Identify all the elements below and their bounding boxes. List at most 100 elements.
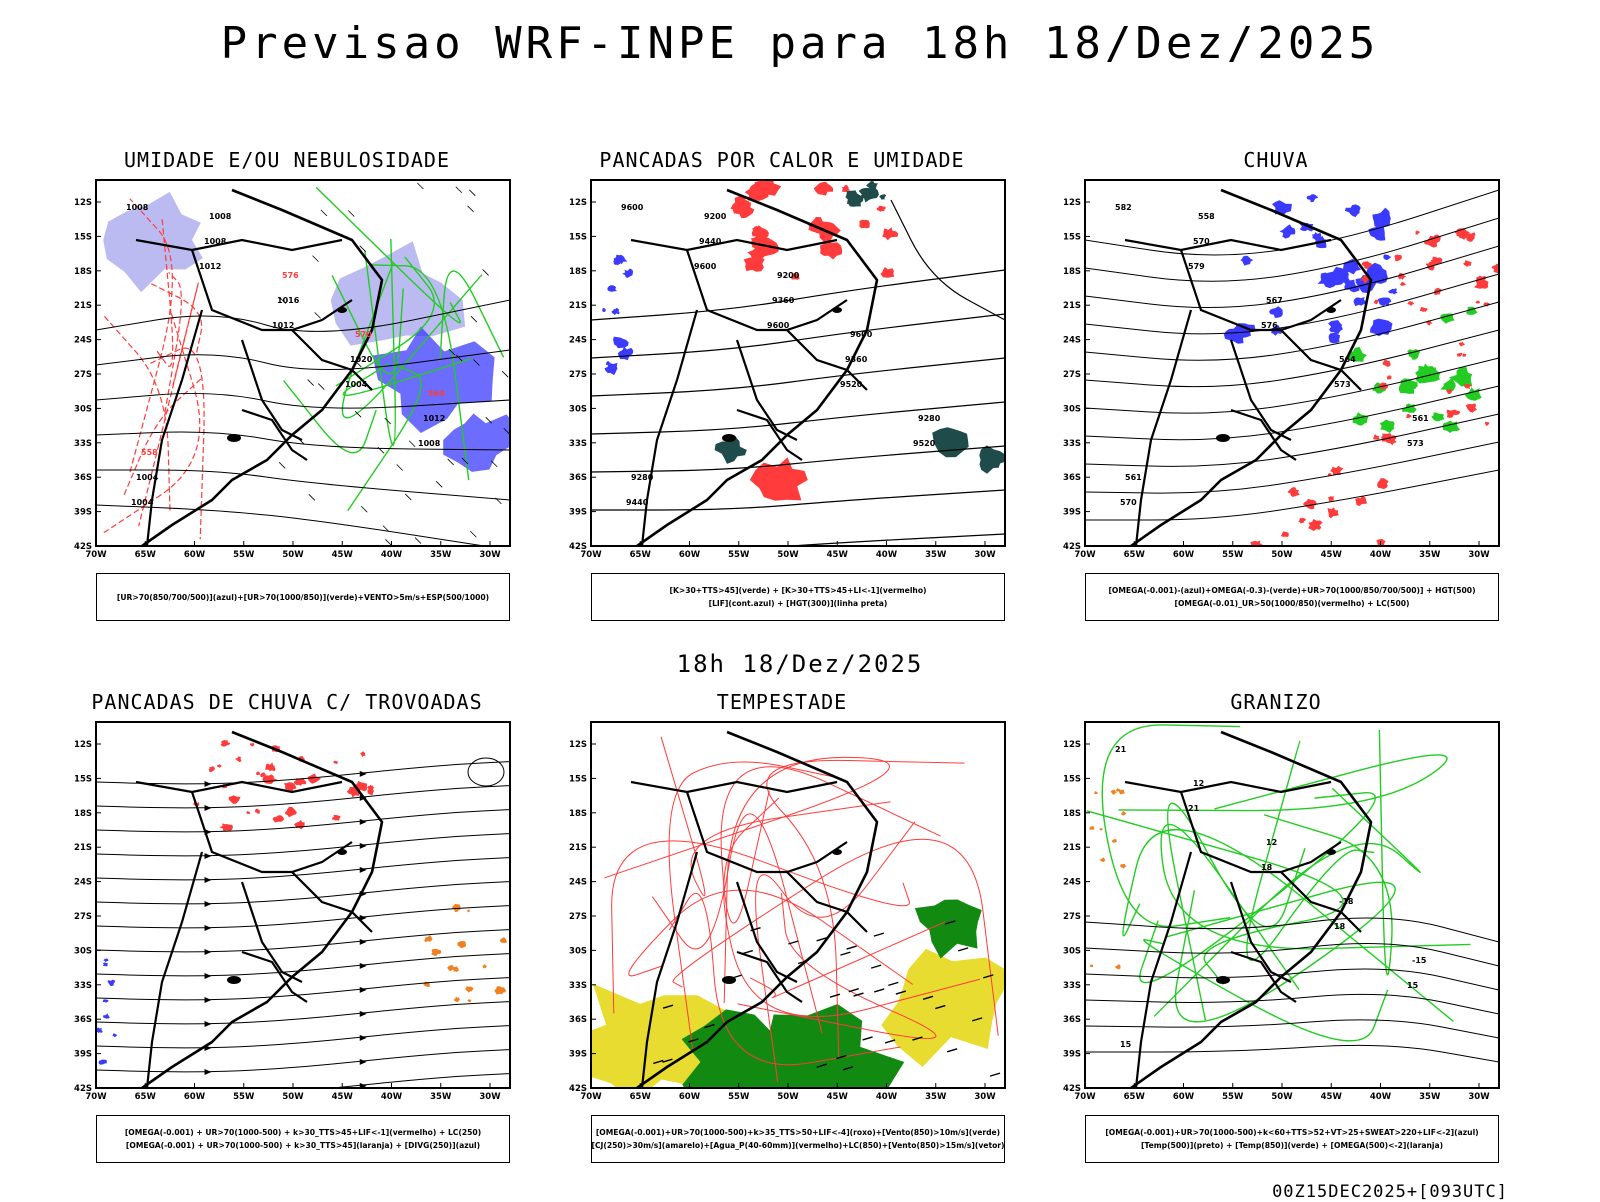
plot-frame [1084,179,1500,547]
y-tick-label: 24S [569,336,587,346]
legend-line: [UR>70(850/700/500)](azul)+[UR>70(1000/8… [116,592,490,602]
x-tick-label: 60W [1173,550,1195,560]
plot-layer [96,730,510,1099]
country-border [1134,309,1193,546]
lake-marker [722,434,736,442]
thunderstorm-area [307,773,321,784]
divergence-area [112,1033,118,1038]
x-tick-label: 50W [1271,1092,1293,1102]
coastline [636,188,879,546]
temp850-contour [1118,754,1448,812]
panel-legend: [OMEGA(-0.001) + UR>70(1000-500) + k>30_… [96,1115,510,1163]
x-tick-label: 45W [332,550,354,560]
streamline-850 [668,893,901,1066]
omega-area [1306,194,1319,203]
thunderstorm-area [333,760,339,764]
thickness-contour [150,347,205,540]
omega-area [1379,419,1395,433]
temp850-contour [1101,724,1241,928]
thunderstorm-area [360,751,366,758]
omega-area [1279,224,1296,239]
y-tick-label: 27S [1063,912,1081,922]
coastline [141,188,384,546]
wind-vector [485,416,492,424]
rain-area [1280,531,1289,538]
wind-vector [662,1058,673,1063]
country-border [640,851,699,1088]
country-border [1280,329,1362,391]
country-border [685,249,848,332]
panel-title: PANCADAS DE CHUVA C/ TROVOADAS [91,690,483,714]
omega-area [1269,306,1283,318]
thickness-contour [123,377,203,495]
geopotential-contour [1085,357,1499,414]
country-border [735,339,798,441]
country-border [1124,238,1332,252]
model-run-label: 00Z15DEC2025+[093UTC] [1272,1182,1508,1202]
contour-label: -15 [1412,956,1427,965]
omega-area [1407,384,1416,391]
y-tick-label: 33S [1063,981,1081,991]
humidity-contour [331,275,404,375]
pressure-contour [96,349,510,370]
y-tick-label: 36S [1063,1015,1081,1025]
legend-line: [OMEGA(-0.01)_UR>50(1000/850)(vermelho) … [1174,599,1410,608]
x-tick-label: 60W [679,550,701,560]
streamline-850 [672,838,999,1036]
y-tick-label: 18S [1063,809,1081,819]
rain-area [1302,498,1318,510]
instability-area [744,182,769,201]
x-tick-label: 70W [85,550,107,560]
instability-area [819,241,842,260]
instability-area [732,200,755,219]
wind-vector [853,992,864,997]
geopotential-contour [1085,273,1499,335]
streamline-arrow [204,804,212,811]
streamline-arrow [359,986,367,993]
country-border [240,339,303,441]
y-tick-label: 39S [569,1050,587,1060]
omega-area [1115,964,1121,970]
wind-vector [912,1036,923,1041]
map-panel-granizo: GRANIZO 21 21 18 18 15 15 12 12 -18 -15 12S 15S 18S 21… [1041,690,1511,1170]
contour-label: 9600 [621,203,644,212]
thunderstorm-area [465,986,474,993]
y-tick-label: 12S [569,740,587,750]
map-plot: 21 21 18 18 15 15 12 12 -18 -15 12S 15S 18S 21S 24S 27S… [1063,721,1500,1102]
streamline-arrow [359,938,367,945]
y-tick-label: 18S [569,267,587,277]
rain-area [1360,275,1370,284]
divergence-area [102,962,109,967]
x-tick-label: 50W [1271,550,1293,560]
thunderstorm-area [457,941,467,949]
y-tick-label: 36S [1063,473,1081,483]
humidity-contour [439,270,505,359]
streamline-arrow [204,948,212,955]
y-tick-label: 15S [1063,774,1081,784]
y-tick-label: 39S [1063,1050,1081,1060]
valid-time-subtitle: 18h 18/Dez/2025 [676,650,924,678]
y-tick-label: 21S [569,301,587,311]
country-border [736,408,803,461]
contour-label: 573 [1334,380,1351,389]
streamline-arrow [204,972,212,979]
wind-vector [279,297,287,304]
wind-vector [862,1036,873,1041]
x-tick-label: 60W [1173,1092,1195,1102]
temp500-contour [1085,917,1499,943]
map-plot: 582 579 576 573 573 570 570 567 564 561 561 558 12S 1… [1063,179,1500,560]
height-contour [591,269,1005,321]
y-tick-label: 33S [74,981,92,991]
temp850-contour [1122,828,1454,1023]
streamline-arrow [204,852,212,859]
y-tick-label: 21S [74,843,92,853]
wind-vector [895,990,907,995]
humidity-contour [341,262,483,419]
wind-vector [688,1038,699,1043]
streamline-arrow [205,1093,212,1099]
x-tick-label: 65W [1124,1092,1146,1102]
thunderstorm-area [217,764,222,768]
humidity-contour [283,380,377,454]
instability-area [813,181,834,196]
height-contour [591,489,1005,511]
